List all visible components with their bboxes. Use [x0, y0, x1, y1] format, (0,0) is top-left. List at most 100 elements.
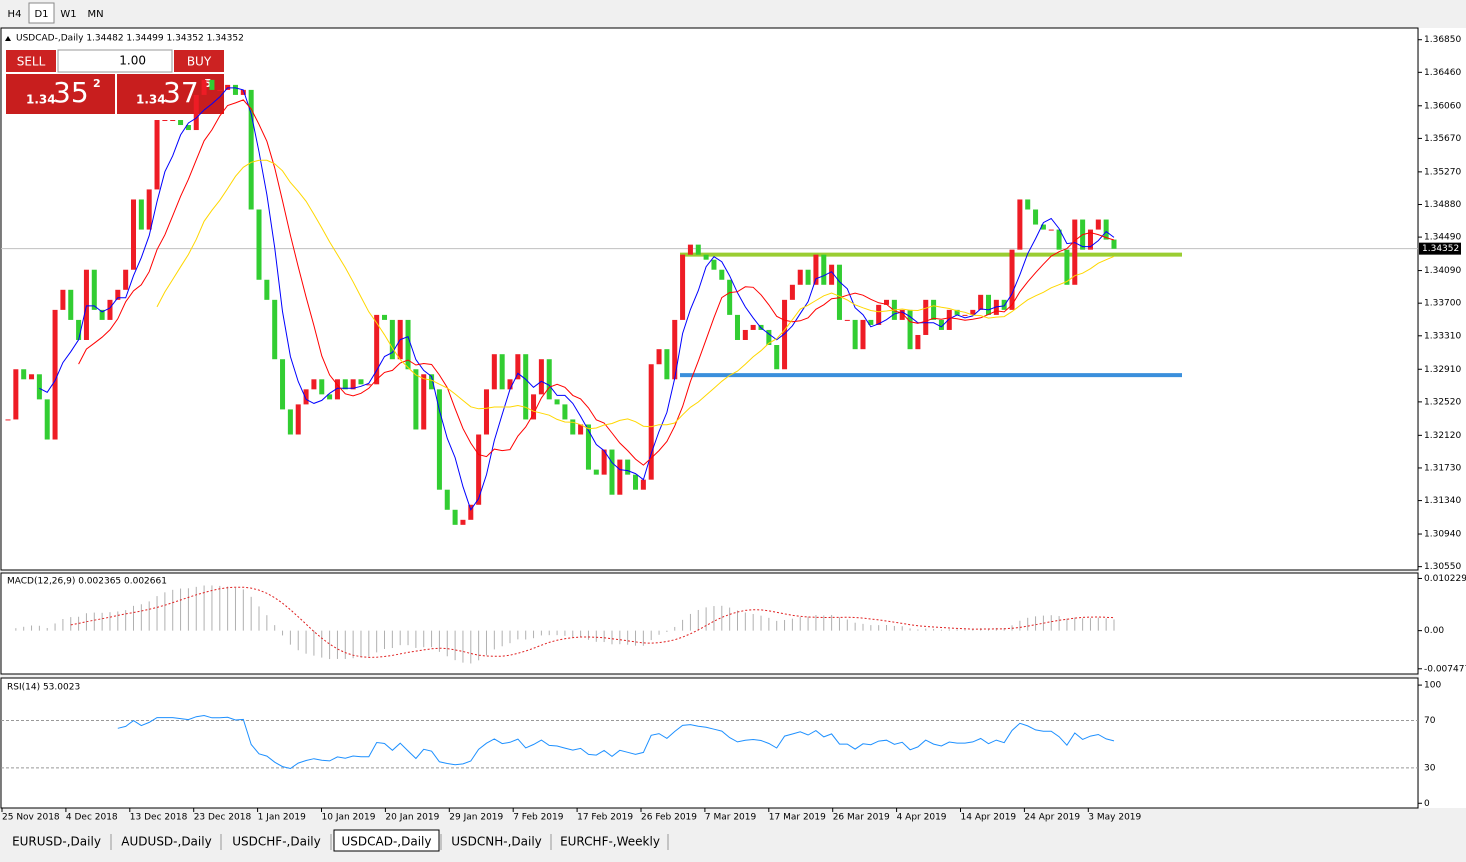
price-axis [1419, 28, 1466, 808]
candle [766, 329, 772, 346]
date-label: 17 Mar 2019 [769, 813, 826, 823]
candle [695, 244, 701, 255]
macd-tick-label: 0.00 [1424, 626, 1444, 636]
y-tick-label: 1.31730 [1424, 463, 1461, 473]
macd-label: MACD(12,26,9) 0.002365 0.002661 [7, 577, 167, 587]
macd-tick-label: 0.010229 [1424, 574, 1466, 584]
buy-button[interactable] [174, 50, 224, 72]
timeframe-button[interactable] [28, 2, 55, 24]
candle [256, 209, 262, 280]
candle [342, 379, 348, 390]
date-label: 14 Apr 2019 [961, 813, 1017, 823]
candle [405, 319, 411, 370]
tab-label: USDCNH-,Daily [451, 835, 542, 849]
date-label: 25 Nov 2018 [2, 813, 60, 823]
macd-signal [70, 586, 1115, 658]
tab[interactable] [444, 832, 549, 851]
y-tick-label: 1.30940 [1424, 530, 1461, 540]
ask-sup: 5 [204, 77, 212, 90]
candle [907, 309, 913, 350]
candle [123, 269, 129, 290]
date-label: 10 Jan 2019 [322, 813, 376, 823]
tab[interactable] [554, 832, 666, 851]
candle [91, 269, 97, 310]
candle [130, 199, 137, 270]
candle [201, 79, 207, 95]
tab[interactable] [4, 832, 109, 851]
candle [13, 369, 19, 420]
candle [248, 89, 254, 210]
candle [303, 389, 309, 405]
candle [21, 369, 27, 380]
sell-button[interactable] [6, 50, 56, 72]
sell-text: SELL [17, 55, 46, 69]
candle [76, 319, 82, 340]
timeframe-label: MN [87, 9, 103, 20]
candle [287, 409, 293, 435]
candle [538, 359, 544, 395]
candle [852, 319, 858, 350]
date-label: 26 Feb 2019 [641, 813, 697, 823]
rsi-label: RSI(14) 53.0023 [7, 683, 80, 693]
candle [1017, 199, 1023, 250]
candle [884, 299, 890, 305]
candle [774, 345, 780, 370]
candle [876, 304, 882, 325]
y-tick-label: 1.33700 [1424, 299, 1461, 309]
bid-sup: 2 [93, 77, 101, 90]
candle [350, 379, 356, 390]
candle [609, 449, 615, 495]
candle [1009, 249, 1015, 310]
macd-tick-label: -0.007477 [1424, 664, 1466, 674]
tab-label: USDCHF-,Daily [232, 835, 320, 849]
candle [593, 469, 599, 475]
candle [546, 359, 552, 400]
tab-label: AUDUSD-,Daily [121, 835, 211, 849]
tab[interactable] [333, 829, 440, 852]
date-label: 29 Jan 2019 [449, 813, 503, 823]
candle [734, 314, 740, 340]
candle [36, 374, 42, 400]
candle [829, 264, 835, 285]
candle [970, 309, 976, 315]
candle [311, 379, 317, 390]
timeframe-button[interactable] [2, 3, 27, 23]
current-price-label: 1.34352 [1422, 244, 1459, 254]
candle [672, 319, 678, 380]
main-panel [0, 27, 1419, 571]
bid-box[interactable] [6, 74, 115, 114]
candle [978, 294, 984, 310]
y-tick-label: 1.36460 [1424, 68, 1461, 78]
candle [1111, 239, 1117, 249]
candle [938, 319, 944, 330]
lot-input[interactable] [57, 49, 173, 73]
candle [146, 189, 152, 230]
candle [170, 120, 176, 122]
date-label: 1 Jan 2019 [258, 813, 306, 823]
rsi-tick-label: 30 [1424, 763, 1436, 773]
candle [750, 324, 756, 330]
candle [1048, 229, 1054, 231]
candle [1040, 224, 1046, 230]
candle [515, 354, 521, 380]
candle [374, 314, 380, 385]
tab[interactable] [114, 832, 219, 851]
candle [358, 379, 364, 385]
candle [107, 299, 113, 320]
timeframe-button[interactable] [56, 3, 81, 23]
candle [962, 314, 968, 316]
candle [531, 394, 537, 420]
candle [444, 489, 450, 510]
ask-main: 37 [163, 76, 199, 109]
candle [578, 424, 584, 435]
timeframe-button[interactable] [83, 3, 108, 23]
candle [1103, 219, 1109, 240]
candle [452, 509, 458, 525]
moving-average [156, 159, 1115, 430]
tab[interactable] [224, 832, 329, 851]
candle [319, 379, 325, 395]
date-label: 4 Apr 2019 [897, 813, 947, 823]
date-label: 26 Mar 2019 [833, 813, 890, 823]
y-tick-label: 1.34490 [1424, 233, 1461, 243]
